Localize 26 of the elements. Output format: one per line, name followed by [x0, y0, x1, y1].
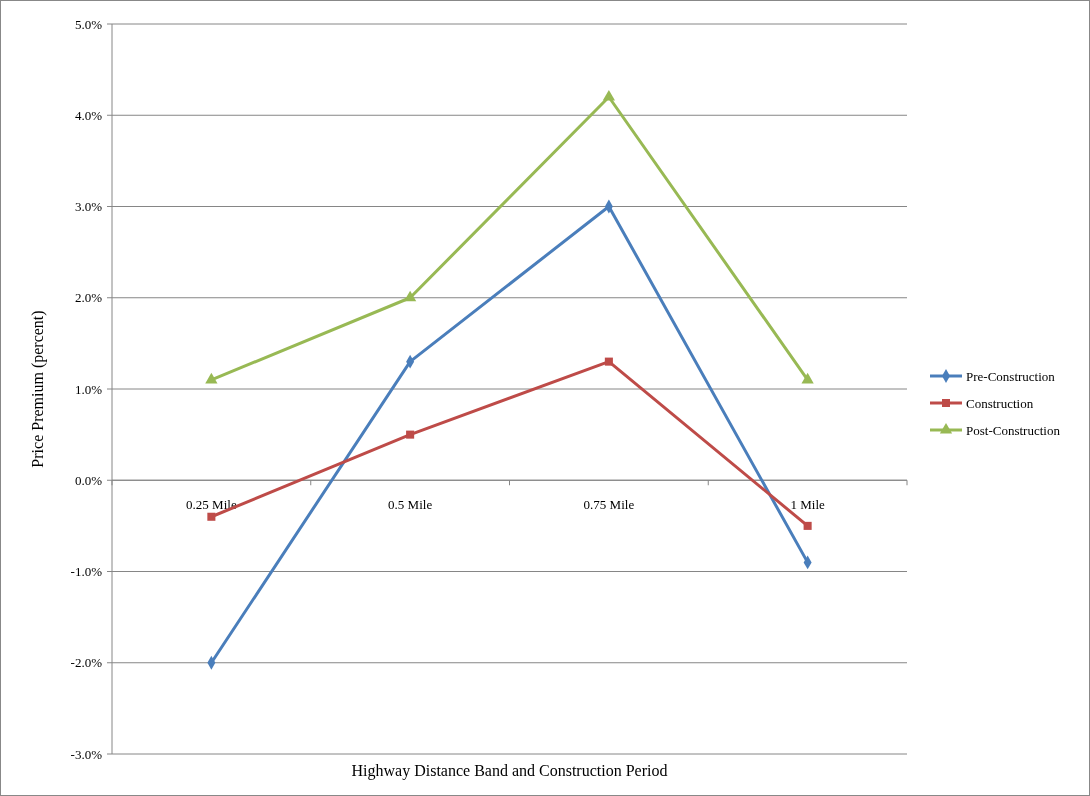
- x-tick-label: 0.25 Mile: [186, 497, 237, 513]
- point: [803, 521, 812, 530]
- legend-label: Post-Construction: [966, 422, 1061, 438]
- y-tick-label: 4.0%: [74, 107, 103, 123]
- x-tick-label: 0.75 Mile: [583, 497, 635, 513]
- x-tick-label: 1 Mile: [790, 497, 825, 513]
- y-tick-label: 3.0%: [74, 199, 103, 215]
- x-axis-title: Highway Distance Band and Construction Period: [351, 762, 668, 780]
- y-tick-label: -3.0%: [70, 746, 103, 762]
- y-tick-label: 0.0%: [74, 472, 103, 488]
- y-tick-label: 5.0%: [74, 16, 103, 32]
- y-tick-label: 1.0%: [74, 381, 103, 397]
- point: [406, 430, 415, 439]
- y-axis-title: Price Premium (percent): [29, 310, 47, 468]
- point: [801, 372, 814, 384]
- point: [604, 357, 613, 366]
- point: [205, 372, 218, 384]
- y-tick-label: -1.0%: [70, 564, 103, 580]
- x-tick-label: 0.5 Mile: [388, 497, 433, 513]
- point: [207, 512, 216, 521]
- y-tick-label: 2.0%: [74, 290, 103, 306]
- point: [602, 89, 615, 101]
- legend-label: Construction: [966, 395, 1034, 411]
- y-tick-label: -2.0%: [70, 655, 103, 671]
- legend-label: Pre-Construction: [966, 368, 1056, 384]
- point: [404, 290, 417, 302]
